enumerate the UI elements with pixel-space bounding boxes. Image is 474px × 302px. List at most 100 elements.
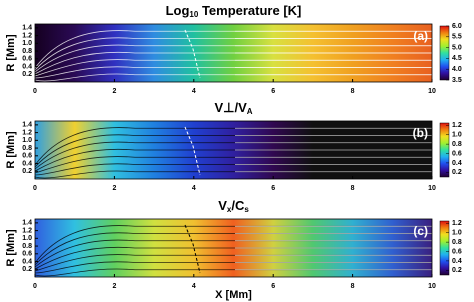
- field-line: [34, 148, 432, 172]
- y-axis-label: R [Mm]: [5, 229, 17, 267]
- colorbar-tick-label: 4.0: [452, 66, 462, 73]
- field-line: [34, 73, 432, 82]
- field-line: [34, 30, 432, 69]
- panel-label: (b): [413, 126, 428, 140]
- shock-front: [184, 224, 201, 274]
- colorbar-tick-label: 0.4: [452, 258, 462, 265]
- y-tick-label: 1.0: [22, 40, 32, 47]
- x-axis-label: X [Mm]: [215, 289, 252, 301]
- title-part: 10: [189, 10, 198, 19]
- y-tick-label: 1.0: [22, 235, 32, 242]
- field-line: [34, 268, 432, 277]
- field-line: [34, 170, 432, 179]
- plot-frame: [34, 23, 433, 83]
- colorbar: [439, 25, 450, 81]
- field-line: [34, 141, 432, 170]
- x-tick-label: 6: [271, 88, 275, 95]
- field-line: [34, 44, 432, 73]
- x-tick-label: 4: [192, 283, 196, 290]
- y-tick-label: 0.4: [22, 258, 32, 265]
- y-tick-label: 0.6: [22, 251, 32, 258]
- y-tick-label: 0.8: [22, 145, 32, 152]
- y-tick-label: 1.2: [22, 32, 32, 39]
- title-part: s: [244, 205, 249, 214]
- field-line: [34, 225, 432, 264]
- field-line: [34, 246, 432, 270]
- panel-title: Vx/Cs: [218, 198, 249, 214]
- y-tick-label: 0.2: [22, 168, 32, 175]
- colorbar-tick-label: 0.8: [452, 239, 462, 246]
- x-tick-label: 2: [112, 88, 116, 95]
- y-tick-label: 0.6: [22, 56, 32, 63]
- panel-title: V⊥/VA: [214, 100, 252, 116]
- x-tick-label: 4: [192, 185, 196, 192]
- plot-frame: [34, 120, 433, 180]
- field-line: [34, 232, 432, 266]
- y-tick-label: 0.2: [22, 266, 32, 273]
- title-part: A: [247, 107, 253, 116]
- y-tick-label: 0.8: [22, 243, 32, 250]
- shock-front: [184, 29, 201, 79]
- title-part: Log: [166, 3, 190, 18]
- y-tick-label: 1.0: [22, 137, 32, 144]
- y-tick-label: 0.4: [22, 160, 32, 167]
- title-part: Temperature [K]: [198, 3, 301, 18]
- title-part: x: [227, 205, 232, 214]
- y-axis-label: R [Mm]: [5, 34, 17, 72]
- colorbar-tick-label: 1.0: [452, 132, 462, 139]
- x-tick-label: 0: [33, 88, 37, 95]
- colorbar-tick-label: 0.4: [452, 160, 462, 167]
- x-tick-label: 6: [271, 185, 275, 192]
- field-line: [34, 37, 432, 71]
- colorbar: [439, 220, 450, 276]
- x-tick-label: 2: [112, 185, 116, 192]
- colorbar-tick-label: 0.2: [452, 169, 462, 176]
- colorbar-tick-label: 1.2: [452, 220, 462, 227]
- x-tick-label: 6: [271, 283, 275, 290]
- x-tick-label: 2: [112, 283, 116, 290]
- x-tick-label: 10: [428, 185, 436, 192]
- field-line: [34, 261, 432, 274]
- panel-title: Log10 Temperature [K]: [166, 3, 302, 19]
- x-tick-label: 8: [351, 283, 355, 290]
- field-line: [34, 134, 432, 168]
- colorbar-tick-label: 1.0: [452, 230, 462, 237]
- field-line: [34, 254, 432, 272]
- panel-label: (c): [413, 224, 428, 238]
- plot-frame: [34, 218, 433, 278]
- shock-front: [184, 126, 201, 176]
- y-tick-label: 0.8: [22, 48, 32, 55]
- field-line: [34, 59, 432, 77]
- y-tick-label: 0.6: [22, 153, 32, 160]
- y-tick-label: 1.2: [22, 227, 32, 234]
- y-tick-label: 1.4: [22, 122, 32, 129]
- title-part: V⊥/V: [214, 100, 247, 115]
- field-line: [34, 66, 432, 79]
- field-line: [34, 163, 432, 176]
- field-line: [34, 51, 432, 75]
- field-line: [34, 156, 432, 174]
- y-tick-label: 1.4: [22, 220, 32, 227]
- x-tick-label: 8: [351, 88, 355, 95]
- colorbar-tick-label: 6.0: [452, 23, 462, 30]
- colorbar-tick-label: 0.6: [452, 248, 462, 255]
- field-line: [34, 239, 432, 268]
- colorbar-tick-label: 5.5: [452, 34, 462, 41]
- x-tick-label: 4: [192, 88, 196, 95]
- x-tick-label: 10: [428, 88, 436, 95]
- colorbar-tick-label: 1.2: [452, 122, 462, 129]
- y-axis-label: R [Mm]: [5, 131, 17, 169]
- colorbar-tick-label: 3.5: [452, 77, 462, 84]
- colorbar-tick-label: 4.5: [452, 55, 462, 62]
- colorbar: [439, 122, 450, 178]
- panel-label: (a): [413, 29, 428, 43]
- field-line: [34, 127, 432, 166]
- title-part: /C: [231, 198, 245, 213]
- colorbar-tick-label: 5.0: [452, 44, 462, 51]
- x-tick-label: 8: [351, 185, 355, 192]
- x-tick-label: 0: [33, 283, 37, 290]
- x-tick-label: 0: [33, 185, 37, 192]
- colorbar-tick-label: 0.2: [452, 267, 462, 274]
- y-tick-label: 0.2: [22, 71, 32, 78]
